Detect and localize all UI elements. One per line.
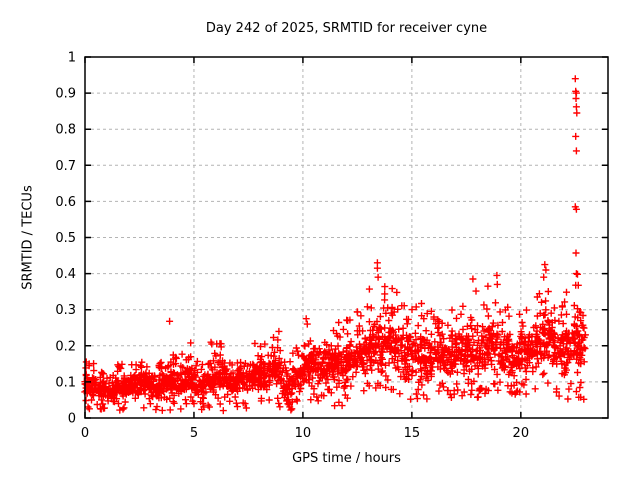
y-tick-label: 0.8 bbox=[55, 123, 76, 138]
x-tick-label: 15 bbox=[404, 426, 421, 441]
y-tick-label: 0.3 bbox=[55, 303, 76, 318]
x-tick-label: 5 bbox=[190, 426, 198, 441]
x-axis-label: GPS time / hours bbox=[292, 451, 401, 466]
gridlines bbox=[85, 57, 608, 418]
x-tick-label: 20 bbox=[513, 426, 530, 441]
y-tick-label: 0 bbox=[68, 412, 76, 427]
chart-title: Day 242 of 2025, SRMTID for receiver cyn… bbox=[205, 21, 488, 36]
x-tick-label: 10 bbox=[295, 426, 312, 441]
y-tick-label: 0.9 bbox=[55, 87, 76, 102]
y-tick-label: 0.2 bbox=[55, 339, 76, 354]
y-tick-label: 0.6 bbox=[55, 195, 76, 210]
x-tick-label: 0 bbox=[81, 426, 89, 441]
y-tick-label: 0.5 bbox=[55, 231, 76, 246]
y-tick-label: 1 bbox=[68, 51, 76, 66]
y-tick-label: 0.1 bbox=[55, 375, 76, 390]
y-tick-label: 0.4 bbox=[55, 267, 76, 282]
axis-ticks bbox=[84, 56, 608, 419]
scatter-points bbox=[81, 75, 589, 415]
y-tick-label: 0.7 bbox=[55, 159, 76, 174]
